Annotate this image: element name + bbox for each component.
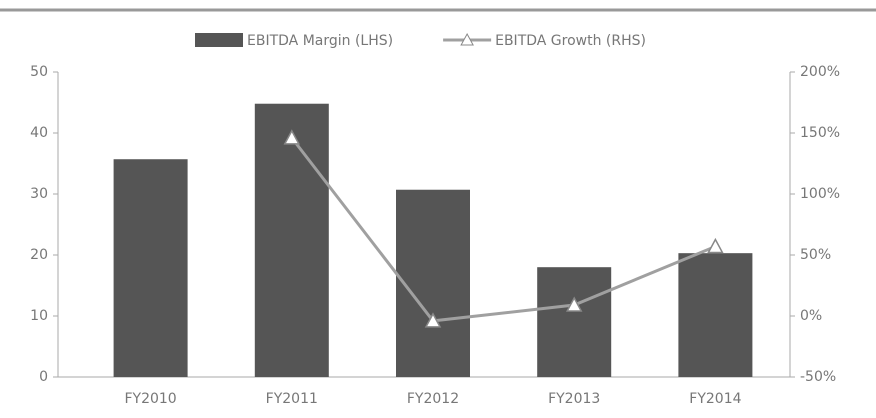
y2-tick-label: 0% bbox=[800, 308, 822, 324]
bar bbox=[537, 267, 612, 377]
y-tick-label: 20 bbox=[30, 247, 48, 263]
y2-tick-label: 150% bbox=[800, 125, 840, 141]
legend-swatch bbox=[195, 33, 243, 47]
line-marker bbox=[565, 296, 583, 312]
y-tick-label: 10 bbox=[30, 308, 48, 324]
bar bbox=[254, 103, 329, 377]
y2-tick-label: 50% bbox=[800, 247, 831, 263]
line bbox=[290, 136, 716, 323]
x-tick-label: FY2011 bbox=[266, 391, 318, 407]
bar bbox=[113, 159, 188, 377]
x-tick-label: FY2012 bbox=[407, 391, 459, 407]
legend-label: EBITDA Margin (LHS) bbox=[247, 33, 393, 49]
legend-label: EBITDA Growth (RHS) bbox=[495, 33, 646, 49]
y2-tick-label: 100% bbox=[800, 186, 840, 202]
bar bbox=[678, 253, 753, 377]
line-marker bbox=[707, 237, 724, 254]
y-tick-label: 0 bbox=[39, 369, 48, 385]
y2-tick-label: 200% bbox=[800, 64, 840, 80]
x-tick-label: FY2010 bbox=[124, 391, 176, 407]
bar bbox=[396, 189, 470, 377]
y-tick-label: 50 bbox=[30, 64, 48, 80]
x-tick-label: FY2013 bbox=[548, 391, 600, 407]
legend-marker bbox=[460, 32, 474, 46]
x-tick-label: FY2014 bbox=[689, 391, 741, 407]
y2-tick-label: -50% bbox=[800, 369, 836, 385]
y-tick-label: 30 bbox=[30, 186, 48, 202]
line-marker bbox=[283, 129, 301, 145]
y-tick-label: 40 bbox=[30, 125, 48, 141]
line-marker bbox=[424, 312, 442, 328]
